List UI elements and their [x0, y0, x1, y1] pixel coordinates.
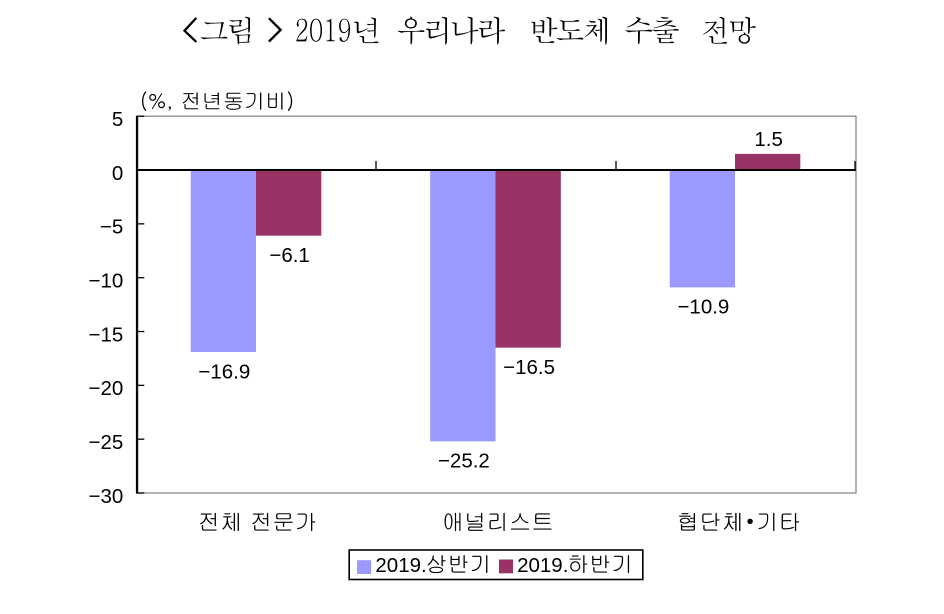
svg-text:−25: −25 [89, 431, 124, 454]
svg-text:−6.1: −6.1 [269, 244, 309, 267]
svg-text:−15: −15 [89, 323, 124, 346]
svg-text:−16.9: −16.9 [198, 360, 250, 383]
svg-text:2019.: 2019. [375, 554, 426, 577]
svg-text:−5: −5 [100, 216, 123, 239]
svg-text:−30: −30 [89, 485, 124, 508]
svg-text:0: 0 [112, 162, 123, 185]
svg-text:5: 5 [112, 108, 123, 131]
svg-text:−20: −20 [89, 377, 124, 400]
svg-text:−16.5: −16.5 [503, 356, 555, 379]
svg-text:2019.: 2019. [517, 554, 568, 577]
svg-text:−25.2: −25.2 [438, 450, 490, 473]
svg-text:1.5: 1.5 [754, 128, 783, 151]
svg-text:−10.9: −10.9 [677, 296, 729, 319]
svg-text:−10: −10 [89, 270, 124, 293]
